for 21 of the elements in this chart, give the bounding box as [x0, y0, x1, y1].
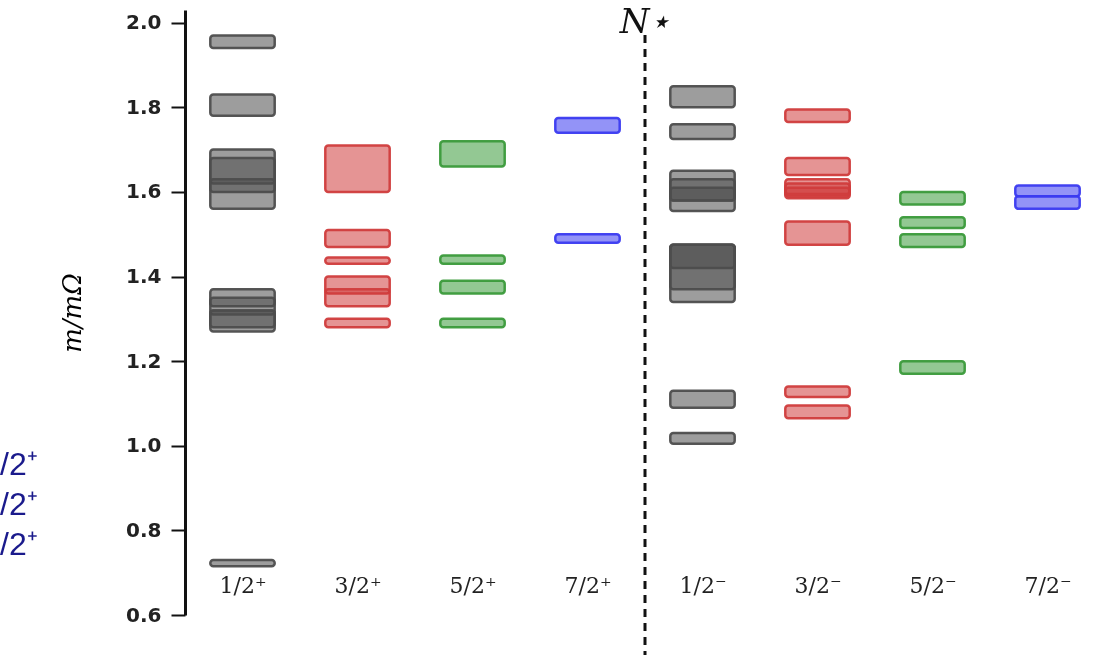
x-tick-label: 7/2⁻	[1024, 572, 1072, 598]
x-tick-label: 1/2⁻	[679, 572, 727, 598]
x-tick-label: 5/2⁻	[909, 572, 957, 598]
text: /2⁺	[0, 486, 38, 522]
x-tick-label: 5/2⁺	[449, 572, 497, 598]
x-tick-label: 3/2⁻	[794, 572, 842, 598]
x-tick-label: 3/2⁺	[334, 572, 382, 598]
y-tick-label: 1.0	[126, 433, 162, 458]
x-tick-label: 7/2⁺	[564, 572, 612, 598]
x-tick-label: 1/2⁺	[219, 572, 267, 598]
text: /2⁺	[0, 526, 38, 562]
y-axis-title: m/mΩ	[57, 273, 88, 353]
text: /2⁺	[0, 446, 38, 482]
y-tick-label: 2.0	[126, 10, 162, 35]
y-tick-label: 0.6	[126, 602, 162, 627]
annotation: N⋆	[618, 1, 671, 41]
y-tick-label: 1.4	[126, 264, 162, 289]
y-tick-label: 1.6	[126, 179, 162, 204]
y-tick-label: 0.8	[126, 517, 162, 542]
y-tick-label: 1.2	[126, 348, 162, 373]
y-tick-label: 1.8	[126, 94, 162, 119]
